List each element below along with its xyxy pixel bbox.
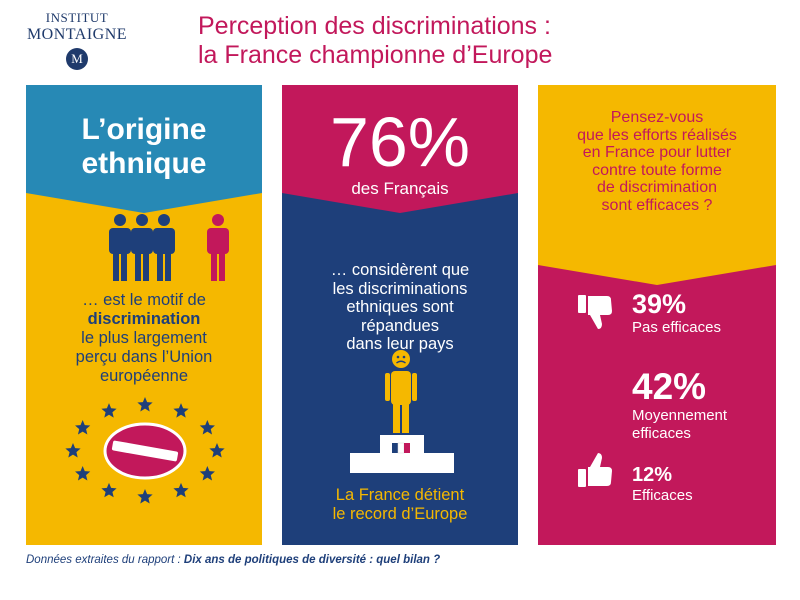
title-line-1: Perception des discriminations : [198, 12, 551, 40]
panel-2-percent: 76% [329, 103, 471, 181]
logo-line-1: INSTITUT [45, 10, 109, 25]
title-line-2: la France championne d’Europe [198, 41, 553, 69]
eu-star-icon [101, 482, 117, 498]
thumbs-up-icon [578, 453, 612, 487]
report-title: Dix ans de politiques de diversité : que… [183, 554, 441, 566]
institut-montaigne-logo: INSTITUT MONTAIGNE M [14, 10, 140, 70]
panel-2-subject: des Français [351, 179, 449, 198]
eu-star-icon [137, 397, 153, 412]
source-note: Données extraites du rapport : Dix ans d… [26, 554, 441, 566]
thumbs-down-icon [578, 295, 612, 329]
sad-person-icon [207, 214, 229, 281]
panel-french-perception: 76% des Français … considèrent que les d… [282, 85, 518, 545]
eu-star-icon [65, 443, 81, 458]
panel-2-description: … considèrent que les discriminations et… [330, 261, 470, 353]
sad-face-icon [392, 350, 410, 368]
eu-star-icon [173, 403, 189, 418]
logo-mark-icon: M [66, 48, 88, 70]
eu-star-icon [101, 403, 117, 418]
eu-star-icon [137, 489, 153, 504]
eu-star-icon [199, 466, 215, 481]
eu-star-icon [75, 420, 91, 435]
page-title: Perception des discriminations : la Fran… [198, 12, 552, 70]
panel-2-background [282, 85, 518, 545]
logo-line-2: MONTAIGNE [26, 26, 128, 43]
eu-stars-no-entry-icon [65, 397, 225, 504]
bold-discrimination: discrimination [87, 310, 201, 328]
panel-2-footer: La France détient le record d’Europe [332, 486, 468, 523]
eu-star-icon [173, 482, 189, 498]
eu-star-icon [199, 420, 215, 435]
panel-1-description: … est le motif de discrimination le plus… [75, 291, 213, 385]
stat-moderately-effective: 42% Moyennement efficaces [632, 366, 728, 443]
people-group-icon [109, 214, 229, 281]
panel-ethnic-origin: L’origine ethnique … est le motif de dis… [26, 85, 262, 545]
french-flag-icon [392, 442, 410, 454]
stat-effective: 12% Efficaces [632, 464, 693, 504]
eu-star-icon [75, 466, 91, 481]
eu-star-icon [209, 443, 225, 458]
panel-3-background [538, 85, 776, 545]
stat-not-effective: 39% Pas efficaces [632, 289, 721, 336]
panel-1-heading: L’origine ethnique [81, 113, 207, 180]
panel-3-question: Pensez-vous que les efforts réalisés en … [577, 109, 737, 214]
podium-icon [350, 350, 454, 473]
panel-efficacy-survey: Pensez-vous que les efforts réalisés en … [538, 85, 776, 545]
